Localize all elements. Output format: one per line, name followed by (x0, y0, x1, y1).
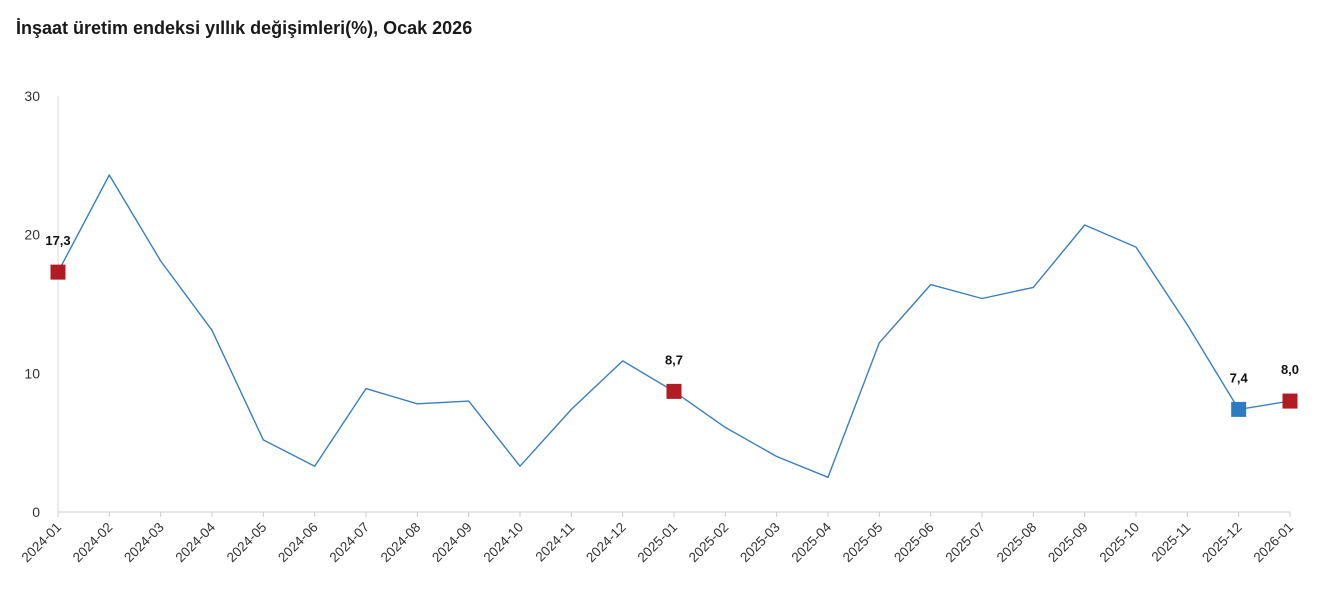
x-tick-label: 2024-06 (275, 520, 321, 566)
x-axis: 2024-01 2024-02 2024-03 2024-04 2024-05 2024-… (18, 511, 1296, 566)
x-tick-label: 2024-03 (121, 520, 167, 566)
data-point (929, 283, 933, 287)
data-point (467, 399, 471, 403)
x-tick-label: 2025-02 (686, 520, 732, 566)
data-point (1134, 245, 1138, 249)
data-point (415, 402, 419, 406)
x-tick-label: 2024-02 (70, 520, 116, 566)
x-tick-label: 2024-08 (378, 520, 424, 566)
x-tick-label: 2025-08 (994, 520, 1040, 566)
data-point (261, 438, 265, 442)
data-point (313, 464, 317, 468)
y-axis: 0 10 20 30 (24, 88, 59, 520)
x-tick-label: 2024-12 (583, 520, 629, 566)
data-point (1185, 323, 1189, 327)
highlight-marker (666, 383, 682, 399)
data-point (159, 259, 163, 263)
x-tick-label: 2025-03 (737, 520, 783, 566)
data-point (1083, 223, 1087, 227)
highlight-marker (1231, 401, 1247, 417)
data-point (364, 387, 368, 391)
x-tick-label: 2025-04 (788, 519, 834, 565)
x-tick-label: 2025-10 (1096, 520, 1142, 566)
highlight-marker (50, 264, 66, 280)
y-tick-label: 20 (24, 227, 40, 243)
y-tick-label: 30 (24, 88, 40, 104)
x-tick-label: 2026-01 (1250, 520, 1296, 566)
data-point (107, 173, 111, 177)
plot-area: 17,3 8,7 7,4 8,0 (45, 173, 1299, 479)
x-tick-label: 2024-04 (172, 519, 218, 565)
x-tick-label: 2024-10 (480, 520, 526, 566)
x-tick-label: 2024-05 (224, 520, 270, 566)
y-tick-label: 0 (32, 504, 40, 520)
data-point (980, 296, 984, 300)
chart-title: İnşaat üretim endeksi yıllık değişimleri… (16, 18, 473, 38)
data-point (775, 455, 779, 459)
data-point (518, 464, 522, 468)
x-tick-label: 2024-09 (429, 520, 475, 566)
data-point (1031, 285, 1035, 289)
x-tick-label: 2025-06 (891, 520, 937, 566)
data-label: 8,0 (1281, 362, 1299, 377)
x-tick-label: 2024-11 (533, 520, 578, 565)
data-point (210, 328, 214, 332)
x-tick-label: 2024-01 (18, 520, 64, 566)
x-tick-label: 2025-05 (840, 520, 886, 566)
data-label: 17,3 (45, 233, 70, 248)
data-point (826, 475, 830, 479)
y-tick-label: 10 (24, 365, 40, 381)
data-label: 7,4 (1230, 370, 1249, 385)
x-tick-label: 2025-11 (1149, 520, 1194, 565)
data-label: 8,7 (665, 352, 683, 367)
data-point (877, 341, 881, 345)
data-point (723, 425, 727, 429)
data-point (621, 359, 625, 363)
x-tick-label: 2025-01 (634, 520, 680, 566)
highlight-marker (1282, 393, 1298, 409)
x-tick-label: 2025-07 (942, 520, 988, 566)
x-tick-label: 2025-12 (1199, 520, 1245, 566)
x-tick-label: 2024-07 (326, 520, 372, 566)
series-line (57, 174, 1291, 478)
data-point (569, 407, 573, 411)
x-tick-label: 2025-09 (1045, 520, 1091, 566)
